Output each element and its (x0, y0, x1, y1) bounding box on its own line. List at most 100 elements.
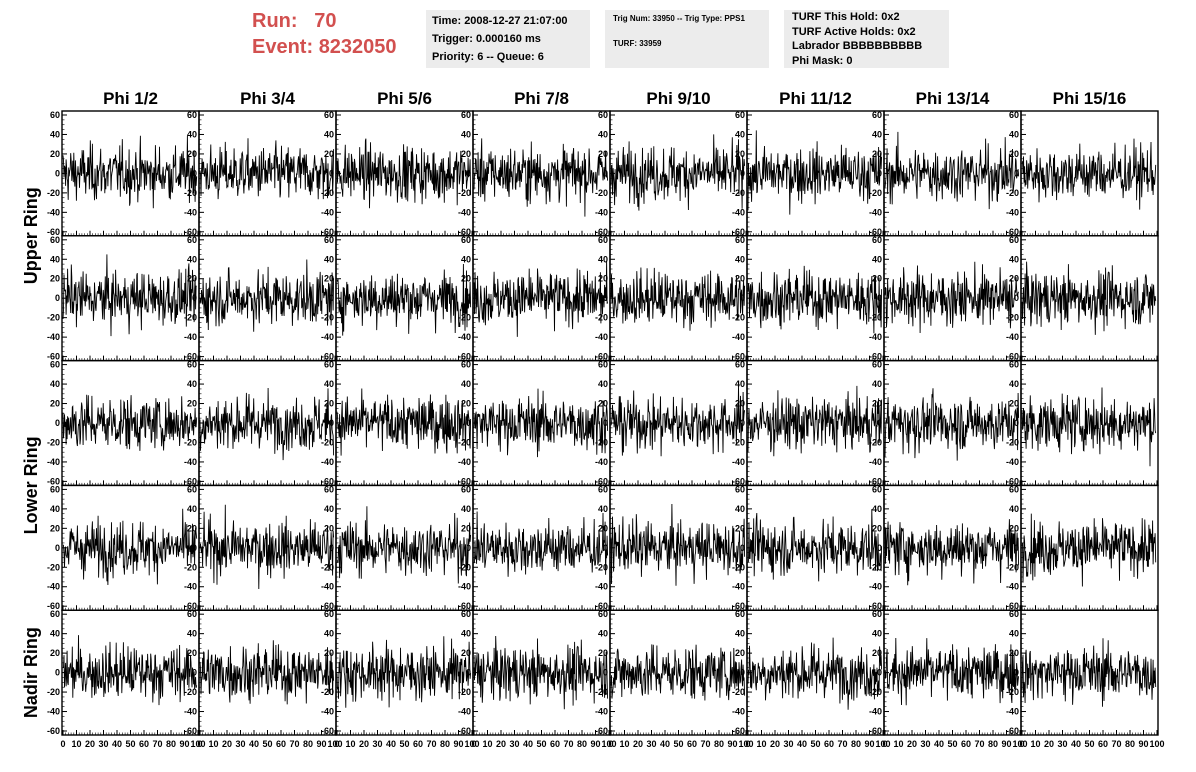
y-tick-label: -20 (321, 188, 334, 198)
y-tick-label: 20 (324, 523, 334, 533)
y-tick-label: 0 (329, 293, 334, 303)
y-tick-label: -40 (869, 582, 882, 592)
waveform-trace-r4-c5 (610, 503, 746, 586)
column-title-5: Phi 9/10 (646, 89, 710, 108)
y-tick-label: 20 (324, 399, 334, 409)
y-tick-label: -60 (47, 227, 60, 237)
y-tick-label: 0 (1014, 543, 1019, 553)
y-tick-label: 40 (1009, 254, 1019, 264)
y-tick-label: -20 (1006, 313, 1019, 323)
x-tick-label: 0 (471, 739, 476, 749)
y-tick-label: -40 (184, 707, 197, 717)
y-tick-label: -20 (1006, 562, 1019, 572)
trig-info-box: Trig Num: 33950 -- Trig Type: PPS1 TURF:… (605, 10, 769, 68)
y-tick-label: 60 (735, 609, 745, 619)
y-tick-label: 20 (461, 149, 471, 159)
y-tick-label: -40 (732, 332, 745, 342)
y-tick-label: -20 (47, 437, 60, 447)
waveform-trace-r1-c7 (884, 131, 1020, 210)
x-tick-label: 0 (197, 739, 202, 749)
y-tick-label: -60 (1006, 601, 1019, 611)
x-tick-label: 60 (550, 739, 560, 749)
y-tick-label: -40 (321, 207, 334, 217)
y-tick-label: -60 (458, 227, 471, 237)
y-tick-label: 0 (740, 168, 745, 178)
trigger-text: Trigger: 0.000160 ms (432, 33, 541, 45)
y-tick-label: 60 (461, 484, 471, 494)
x-tick-label: 60 (139, 739, 149, 749)
y-tick-label: -60 (47, 601, 60, 611)
x-tick-label: 0 (334, 739, 339, 749)
y-tick-label: 20 (735, 149, 745, 159)
y-tick-label: -20 (321, 313, 334, 323)
y-tick-label: 60 (187, 235, 197, 245)
y-tick-label: 40 (1009, 504, 1019, 514)
y-tick-label: -60 (595, 352, 608, 362)
x-tick-label: 40 (386, 739, 396, 749)
y-tick-label: -40 (184, 207, 197, 217)
y-tick-label: -60 (732, 601, 745, 611)
column-title-6: Phi 11/12 (779, 89, 852, 108)
waveform-trace-r5-c6 (747, 637, 883, 710)
y-tick-label: 40 (598, 629, 608, 639)
y-tick-label: 60 (598, 609, 608, 619)
y-tick-label: 0 (740, 418, 745, 428)
y-tick-label: -40 (321, 707, 334, 717)
x-tick-label: 100 (1012, 739, 1027, 749)
y-tick-label: -40 (595, 207, 608, 217)
x-tick-label: 40 (1071, 739, 1081, 749)
y-tick-label: 60 (598, 110, 608, 120)
y-tick-label: -60 (732, 227, 745, 237)
x-tick-label: 80 (1125, 739, 1135, 749)
y-tick-label: -40 (869, 457, 882, 467)
column-title-1: Phi 1/2 (103, 89, 158, 108)
y-tick-label: 40 (735, 129, 745, 139)
waveform-trace-r1-c5 (610, 134, 746, 211)
y-tick-label: 0 (740, 543, 745, 553)
x-tick-label: 20 (496, 739, 506, 749)
y-tick-label: 60 (461, 110, 471, 120)
y-tick-label: -60 (732, 352, 745, 362)
y-tick-label: 60 (1009, 360, 1019, 370)
y-tick-label: 20 (872, 399, 882, 409)
y-tick-label: 60 (187, 609, 197, 619)
x-tick-label: 70 (837, 739, 847, 749)
y-tick-label: 20 (872, 274, 882, 284)
y-tick-label: 60 (461, 360, 471, 370)
waveform-trace-r4-c6 (747, 509, 883, 582)
x-tick-label: 20 (907, 739, 917, 749)
x-tick-label: 40 (523, 739, 533, 749)
x-tick-label: 30 (372, 739, 382, 749)
x-tick-label: 60 (276, 739, 286, 749)
x-tick-label: 30 (783, 739, 793, 749)
y-tick-label: 0 (192, 418, 197, 428)
y-tick-label: -60 (732, 726, 745, 736)
y-tick-label: -20 (595, 313, 608, 323)
run-value: 70 (314, 10, 337, 32)
column-title-2: Phi 3/4 (240, 89, 295, 108)
y-tick-label: 40 (872, 629, 882, 639)
y-tick-label: 60 (1009, 484, 1019, 494)
y-tick-label: -20 (1006, 437, 1019, 447)
y-tick-label: 0 (192, 293, 197, 303)
waveform-trace-r5-c3 (336, 636, 472, 708)
y-tick-label: 40 (872, 254, 882, 264)
y-tick-label: -40 (184, 582, 197, 592)
y-tick-label: 20 (50, 523, 60, 533)
y-tick-label: -40 (321, 332, 334, 342)
y-tick-label: -60 (47, 726, 60, 736)
waveform-trace-r5-c5 (610, 644, 746, 701)
y-tick-label: 60 (872, 110, 882, 120)
phi-mask-text: Phi Mask: 0 (792, 54, 853, 67)
y-tick-label: 20 (735, 648, 745, 658)
y-tick-label: 60 (872, 360, 882, 370)
x-tick-label: 80 (303, 739, 313, 749)
time-info-box: Time: 2008-12-27 21:07:00 Trigger: 0.000… (426, 10, 590, 68)
waveform-trace-r3-c6 (747, 385, 883, 457)
column-title-7: Phi 13/14 (916, 89, 990, 108)
x-tick-label: 30 (509, 739, 519, 749)
y-tick-label: 0 (192, 543, 197, 553)
y-tick-label: -60 (595, 476, 608, 486)
y-tick-label: 0 (466, 293, 471, 303)
row-label-3: Nadir Ring (21, 627, 41, 718)
